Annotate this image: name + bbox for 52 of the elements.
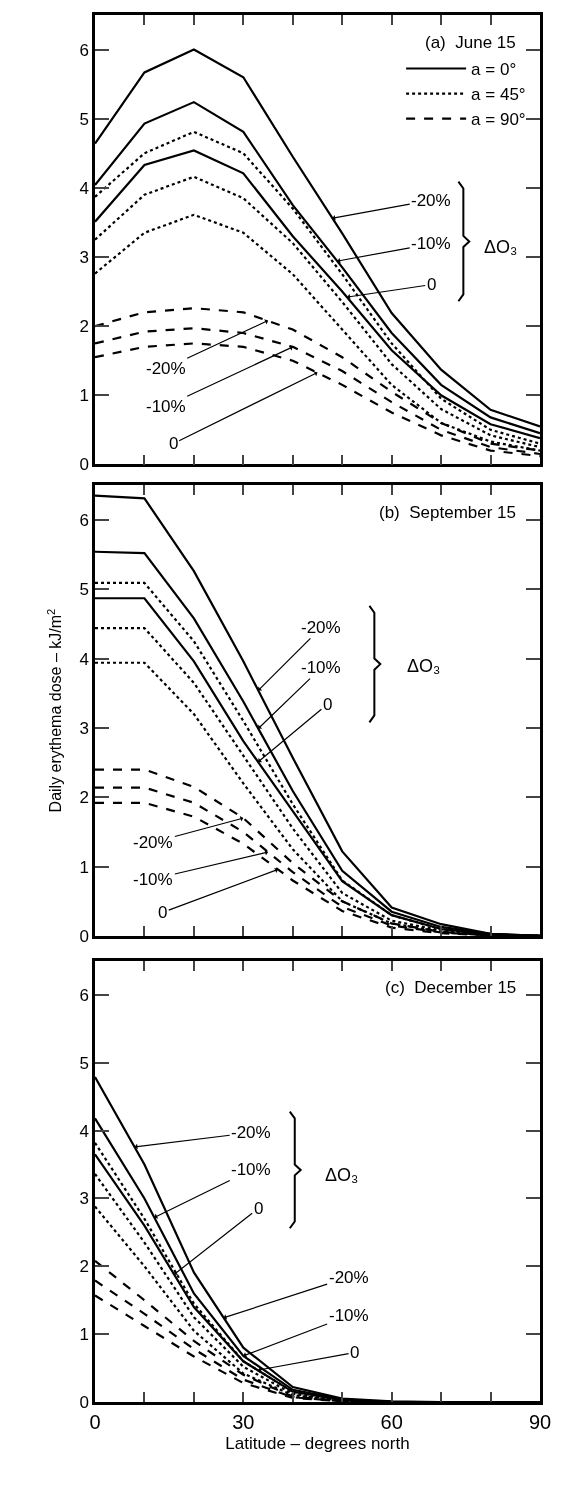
x-tick-label: 90 bbox=[528, 1410, 552, 1433]
y-tick-label: 6 bbox=[79, 985, 89, 1005]
annotation: 0 bbox=[427, 275, 437, 294]
text: (b) September 15 bbox=[379, 503, 517, 522]
annotation: -10% bbox=[231, 1160, 271, 1179]
y-tick-label: 0 bbox=[79, 1392, 89, 1412]
annotation: -10% bbox=[411, 234, 451, 253]
y-tick-label: 6 bbox=[79, 40, 89, 60]
annotation: ΔO₃ bbox=[407, 656, 441, 676]
annotation: -20% bbox=[231, 1123, 271, 1142]
annotation: ΔO₃ bbox=[484, 237, 518, 257]
text: (a) June 15 bbox=[425, 33, 516, 52]
legend-label: a = 90° bbox=[471, 110, 526, 130]
legend-label: a = 0° bbox=[471, 60, 517, 80]
y-tick-label: 6 bbox=[79, 510, 89, 530]
annotation: 0 bbox=[169, 434, 179, 453]
x-tick-label: 60 bbox=[380, 1410, 403, 1433]
annotation: 0 bbox=[323, 695, 333, 714]
legend-label: a = 45° bbox=[471, 85, 526, 105]
annotation: -20% bbox=[329, 1268, 369, 1287]
y-tick-label: 1 bbox=[79, 857, 89, 877]
y-tick-label: 2 bbox=[79, 317, 89, 337]
x-tick-label: 30 bbox=[232, 1410, 255, 1433]
y-tick-label: 2 bbox=[79, 1257, 89, 1277]
y-tick-label: 5 bbox=[79, 580, 89, 600]
y-tick-label: 4 bbox=[79, 1121, 89, 1141]
y-tick-label: 2 bbox=[79, 788, 89, 808]
annotation: -20% bbox=[133, 833, 173, 852]
y-tick-label: 4 bbox=[79, 649, 89, 669]
annotation: -10% bbox=[301, 658, 341, 677]
annotation: -20% bbox=[146, 359, 186, 378]
text: (c) December 15 bbox=[385, 978, 517, 997]
y-tick-label: 1 bbox=[79, 386, 89, 406]
y-tick-label: 3 bbox=[79, 1189, 89, 1209]
annotation: -20% bbox=[301, 618, 341, 637]
annotation: 0 bbox=[350, 1343, 360, 1362]
y-tick-label: 5 bbox=[79, 1053, 89, 1073]
y-tick-label: 5 bbox=[79, 109, 89, 129]
annotation: -10% bbox=[146, 397, 186, 416]
annotation: 0 bbox=[254, 1199, 264, 1218]
y-tick-label: 1 bbox=[79, 1325, 89, 1345]
annotation: -10% bbox=[329, 1306, 369, 1325]
x-axis-title: Latitude – degrees north bbox=[225, 1434, 410, 1454]
y-tick-label: 0 bbox=[79, 455, 89, 475]
annotation: -20% bbox=[411, 191, 451, 210]
annotation: -10% bbox=[133, 870, 173, 889]
annotation: 0 bbox=[158, 903, 168, 922]
y-tick-label: 4 bbox=[79, 178, 89, 198]
y-tick-label: 3 bbox=[79, 247, 89, 267]
annotation: ΔO₃ bbox=[325, 1165, 359, 1185]
y-tick-label: 3 bbox=[79, 718, 89, 738]
y-tick-label: 0 bbox=[79, 926, 89, 946]
